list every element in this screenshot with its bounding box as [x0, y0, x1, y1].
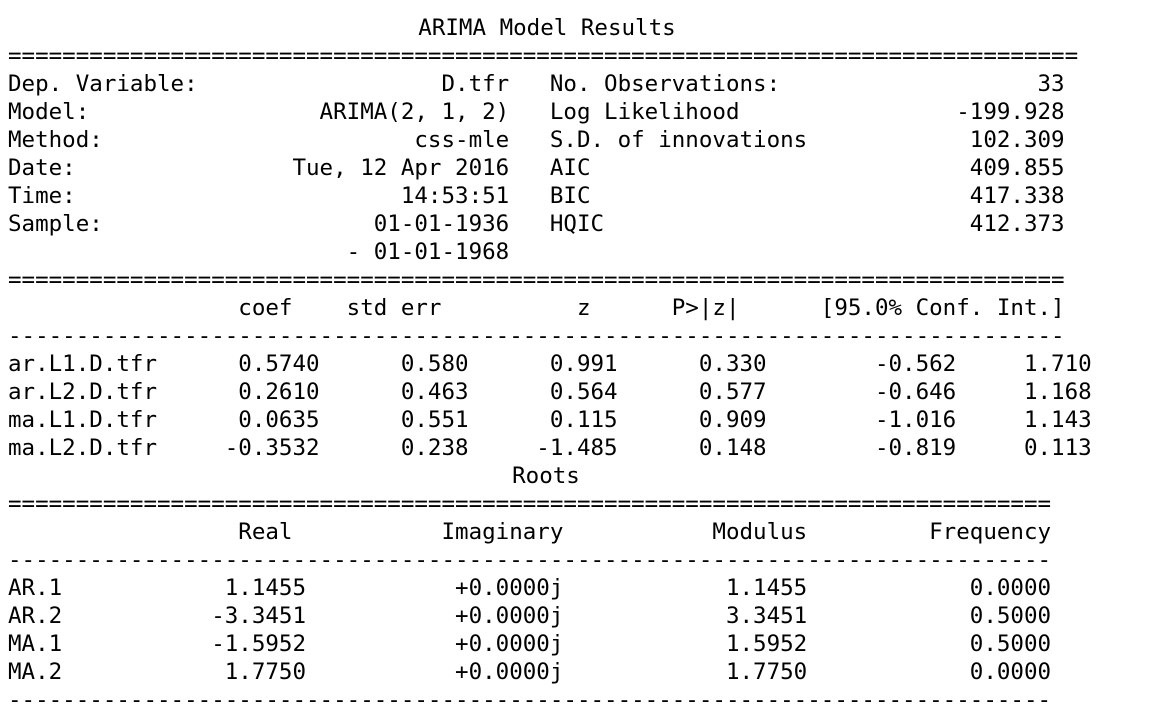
roots-row: MA.2 1.7750 +0.0000j 1.7750 0.0000: [8, 659, 1052, 685]
roots-row: MA.1 -1.5952 +0.0000j 1.5952 0.5000: [8, 631, 1052, 657]
summary-line: Model: ARIMA(2, 1, 2) Log Likelihood -19…: [8, 99, 1065, 125]
roots-row: AR.2 -3.3451 +0.0000j 3.3451 0.5000: [8, 603, 1052, 629]
roots-table-header: Real Imaginary Modulus Frequency: [8, 519, 1052, 545]
coef-row: ar.L2.D.tfr 0.2610 0.463 0.564 0.577 -0.…: [8, 379, 1092, 405]
roots-row: AR.1 1.1455 +0.0000j 1.1455 0.0000: [8, 575, 1052, 601]
roots-bottom-rule: ----------------------------------------…: [8, 687, 1052, 713]
results-title: ARIMA Model Results: [418, 15, 676, 41]
summary-line: Date: Tue, 12 Apr 2016 AIC 409.855: [8, 155, 1065, 181]
header-double-rule: ========================================…: [8, 43, 1079, 69]
summary-line: Method: css-mle S.D. of innovations 102.…: [8, 127, 1065, 153]
console-top-mark: ': [8, 0, 22, 13]
coef-table-header: coef std err z P>|z| [95.0% Conf. Int.]: [8, 295, 1065, 321]
roots-title: Roots: [512, 463, 580, 489]
roots-single-rule: ----------------------------------------…: [8, 547, 1052, 573]
summary-line: - 01-01-1968: [8, 239, 510, 265]
coef-double-rule: ========================================…: [8, 267, 1065, 293]
coef-row: ma.L2.D.tfr -0.3532 0.238 -1.485 0.148 -…: [8, 435, 1092, 461]
coef-row: ar.L1.D.tfr 0.5740 0.580 0.991 0.330 -0.…: [8, 351, 1092, 377]
coef-single-rule: ----------------------------------------…: [8, 323, 1065, 349]
summary-line: Sample: 01-01-1936 HQIC 412.373: [8, 211, 1065, 237]
coef-row: ma.L1.D.tfr 0.0635 0.551 0.115 0.909 -1.…: [8, 407, 1092, 433]
summary-line: Time: 14:53:51 BIC 417.338: [8, 183, 1065, 209]
summary-line: Dep. Variable: D.tfr No. Observations: 3…: [8, 71, 1065, 97]
roots-double-rule: ========================================…: [8, 491, 1052, 517]
